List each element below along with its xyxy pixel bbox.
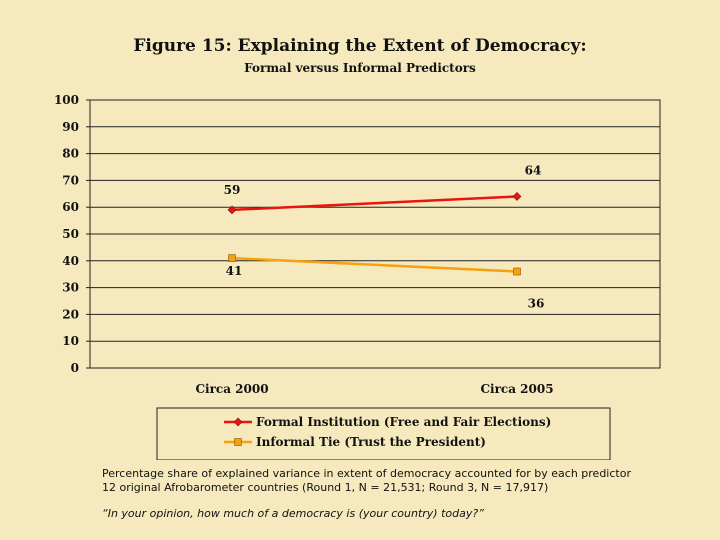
data-point [513, 267, 521, 276]
x-tick-label: Circa 2005 [480, 382, 553, 396]
caption-description: Percentage share of explained variance i… [102, 467, 631, 480]
data-label: 41 [226, 264, 243, 278]
legend-label: Formal Institution (Free and Fair Electi… [256, 415, 551, 429]
y-tick-label: 40 [62, 254, 79, 268]
data-label: 59 [224, 183, 241, 197]
y-tick-label: 90 [62, 120, 79, 134]
data-point [512, 192, 522, 201]
chart-title: Figure 15: Explaining the Extent of Demo… [133, 36, 587, 56]
series-lines [227, 192, 522, 276]
y-tick-label: 100 [54, 93, 79, 107]
caption-question: “In your opinion, how much of a democrac… [102, 507, 484, 520]
data-label: 64 [525, 163, 542, 177]
data-label: 36 [528, 297, 545, 311]
x-axis-ticks: Circa 2000 Circa 2005 [90, 367, 660, 396]
chart-subtitle: Formal versus Informal Predictors [244, 61, 476, 75]
series-line [231, 195, 518, 212]
legend-swatch-marker [234, 438, 242, 446]
caption-sample: 12 original Afrobarometer countries (Rou… [102, 480, 549, 494]
legend-swatch-marker [233, 417, 243, 427]
y-tick-label: 10 [62, 334, 79, 348]
gridlines [89, 99, 661, 369]
y-tick-label: 60 [62, 200, 79, 214]
legend: Formal Institution (Free and Fair Electi… [156, 407, 611, 460]
y-tick-label: 0 [71, 361, 79, 375]
y-tick-label: 50 [62, 227, 79, 241]
y-tick-label: 80 [62, 147, 79, 161]
data-point [227, 205, 237, 215]
legend-box [156, 407, 611, 460]
y-tick-label: 70 [62, 173, 79, 187]
y-tick-label: 20 [62, 307, 79, 321]
data-point [228, 254, 236, 262]
series-line [231, 256, 518, 273]
x-tick-label: Circa 2000 [195, 382, 268, 396]
legend-label: Informal Tie (Trust the President) [256, 435, 486, 449]
data-labels: 59 64 41 36 [224, 163, 545, 310]
y-axis-ticks: 0 10 20 30 40 50 60 70 80 90 100 [54, 93, 90, 375]
chart-caption: Percentage share of explained variance i… [102, 467, 662, 521]
y-tick-label: 30 [62, 281, 79, 295]
